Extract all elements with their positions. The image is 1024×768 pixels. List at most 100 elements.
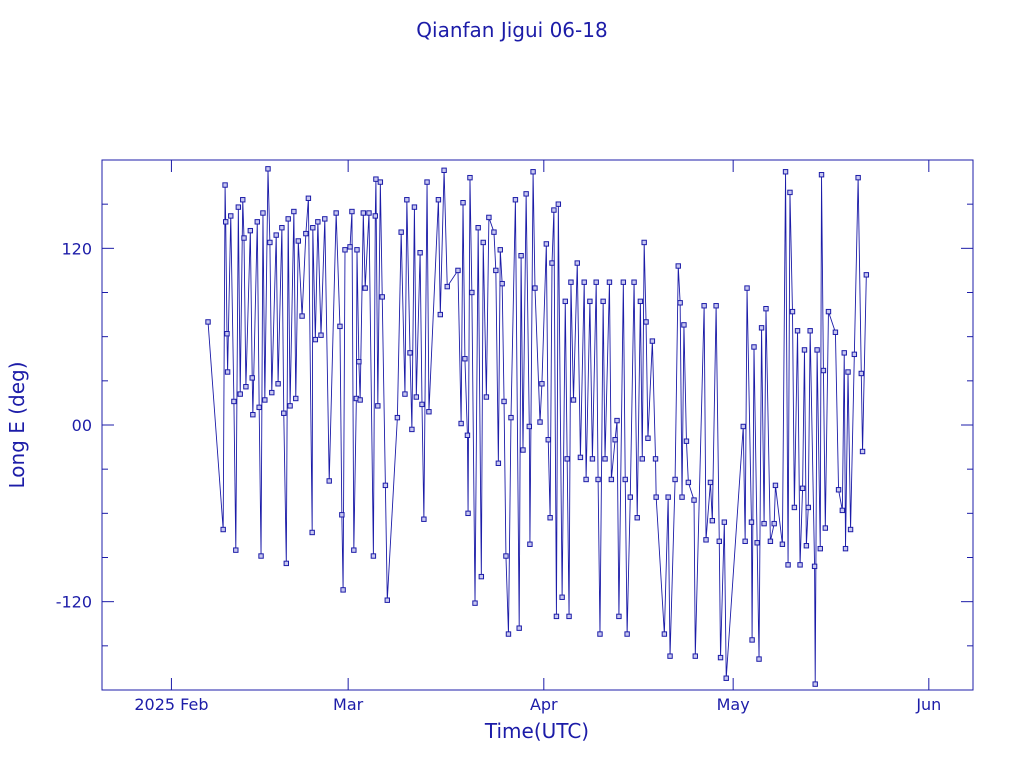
data-point [742, 538, 748, 545]
data-point [312, 336, 319, 343]
data-point [577, 454, 584, 461]
data-point [805, 504, 811, 511]
data-point [701, 303, 707, 309]
data-point [480, 239, 486, 246]
x-tick-label: Mar [333, 695, 364, 714]
data-point [287, 403, 293, 409]
data-point [713, 303, 719, 309]
data-point [205, 319, 211, 325]
data-point [241, 235, 247, 241]
data-point [553, 613, 560, 620]
data-point [223, 219, 229, 225]
data-point [794, 328, 801, 334]
data-point [545, 437, 551, 443]
data-point [801, 347, 808, 353]
data-point [842, 545, 849, 552]
data-point [326, 478, 332, 484]
data-point [574, 260, 580, 266]
data-point [523, 191, 529, 197]
data-point [634, 515, 640, 521]
data-point [493, 267, 499, 274]
data-point [855, 174, 861, 181]
data-point [703, 537, 709, 543]
data-point [254, 219, 260, 225]
data-point [691, 497, 697, 503]
data-point [426, 409, 432, 415]
data-point [240, 197, 246, 203]
data-point [845, 369, 851, 375]
data-point [505, 631, 512, 637]
data-point [549, 260, 555, 266]
data-point [417, 250, 423, 256]
data-point [467, 174, 473, 181]
data-point [351, 547, 357, 553]
data-point [333, 210, 339, 216]
plot-area [205, 166, 870, 687]
data-point [847, 526, 854, 533]
data-point [370, 553, 377, 559]
data-point [767, 538, 774, 545]
data-point [299, 313, 305, 319]
data-point [384, 597, 390, 603]
data-point [398, 229, 404, 235]
data-point [464, 432, 471, 439]
data-point [749, 637, 755, 643]
data-point [478, 573, 485, 580]
data-point [285, 216, 291, 222]
y-tick-label: 00 [72, 416, 92, 435]
data-point [516, 625, 522, 631]
data-point [832, 329, 839, 335]
data-point [250, 411, 256, 418]
data-point [787, 189, 793, 196]
data-point [597, 631, 603, 637]
data-point [354, 247, 360, 253]
data-point [475, 225, 481, 231]
data-point [394, 414, 401, 421]
chart-title: Qianfan Jigui 06-18 [416, 18, 607, 42]
data-point [527, 541, 533, 547]
data-point [641, 239, 647, 246]
data-point [435, 197, 442, 203]
data-point [402, 391, 408, 397]
data-point [409, 426, 415, 433]
data-point [709, 517, 716, 524]
x-tick-label: Apr [530, 695, 558, 714]
data-point [600, 298, 606, 305]
data-point [818, 172, 825, 178]
data-point [562, 298, 568, 305]
data-point [491, 229, 497, 235]
data-point [748, 519, 755, 525]
data-point [349, 208, 355, 215]
data-point [532, 285, 538, 291]
data-point [721, 519, 728, 525]
data-point [347, 244, 353, 250]
data-point [342, 247, 348, 253]
data-point [614, 417, 620, 424]
data-point [822, 525, 829, 531]
data-point [761, 520, 767, 527]
data-point [222, 182, 228, 188]
data-point [631, 279, 637, 285]
data-point [817, 545, 823, 552]
data-point [315, 219, 321, 225]
data-point [249, 375, 255, 381]
data-point [362, 285, 368, 291]
data-point [602, 456, 608, 462]
data-point [583, 476, 589, 483]
data-point [717, 654, 724, 661]
data-point [716, 538, 722, 545]
data-point [803, 543, 810, 549]
data-point [681, 322, 687, 328]
data-point [665, 494, 671, 500]
x-axis-label: Time(UTC) [484, 719, 589, 743]
data-point [243, 384, 249, 390]
data-point [683, 438, 690, 444]
data-point [751, 344, 757, 350]
y-tick-label: 120 [61, 239, 92, 258]
data-point [337, 323, 343, 330]
data-point [622, 476, 628, 483]
data-point [593, 279, 599, 285]
data-point [608, 476, 615, 483]
data-point [486, 214, 492, 221]
y-tick-label: -120 [56, 593, 92, 612]
